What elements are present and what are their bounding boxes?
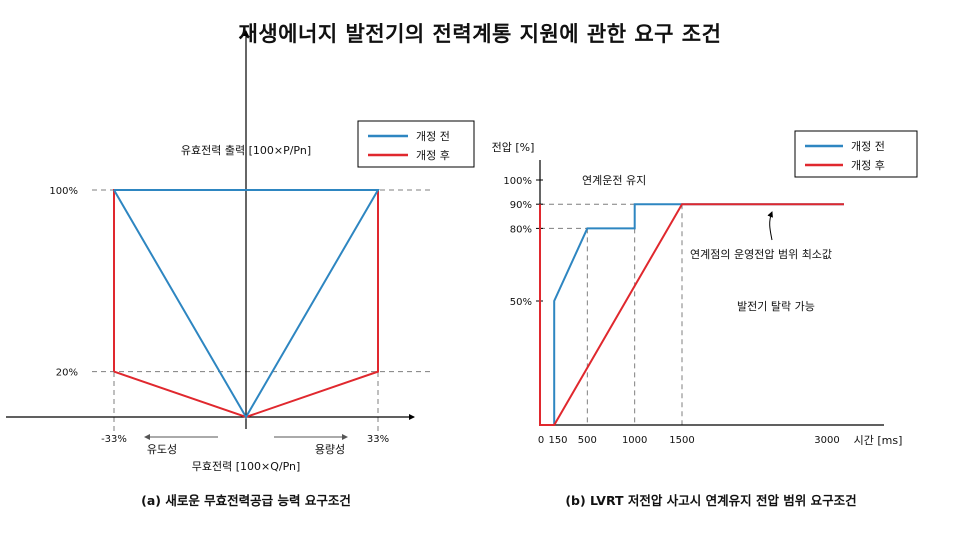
chart-b-ylabel: 전압 [%] [492, 141, 535, 154]
chart-b-series-line-before [540, 203, 844, 426]
chart-b-xtick-label: 1500 [669, 435, 694, 446]
chart-a-ylabel: 유효전력 출력 [100×P/Pn] [181, 144, 311, 157]
chart-b-axes [536, 160, 884, 426]
chart-b-caption: (b) LVRT 저전압 사고시 연계유지 전압 범위 요구조건 [565, 493, 856, 508]
page-title: 재생에너지 발전기의 전력계통 지원에 관한 요구 조건 [238, 22, 722, 46]
chart-b-xtick-label: 150 [548, 435, 567, 446]
chart-b-ytick-label: 50% [510, 297, 532, 308]
chart-a-xlabel: 무효전력 [100×Q/Pn] [192, 460, 301, 473]
chart-b-ytick-label: 80% [510, 224, 532, 235]
chart-a-ytick-label: 20% [56, 368, 78, 379]
chart-b-ytick-label: 100% [503, 176, 532, 187]
chart-a-ytick-label: 100% [49, 186, 78, 197]
chart-b-xtick-label: 3000 [814, 435, 839, 446]
chart-a-axes [6, 30, 415, 429]
chart-b-ticks: 100% 90% 80% 50% 0 150 500 1000 1500 3000 [503, 176, 839, 446]
reactive-power-chart: 100% 20% -33% 33% 유효전력 출력 [100×P/Pn] 무효전력 [… [6, 30, 475, 508]
lvrt-chart: 100%90%80%50%0 150 500 1000 1500 3000 전압 [%] … [492, 130, 918, 508]
chart-a-xtick-label: 33% [367, 434, 389, 445]
chart-a-series-line-before [113, 189, 380, 419]
chart-a-xtick-label: -33% [101, 434, 127, 445]
legend-b-label-after: 개정 후 [851, 159, 885, 172]
chart-b-xtick-label: 1000 [622, 435, 647, 446]
legend-a-label-before: 개정 전 [416, 130, 450, 143]
chart-a-x-right-label: 용량성 [315, 443, 345, 456]
chart-a-series-line-after [113, 189, 379, 419]
chart-b-legend: 개정 전 개정 후 [794, 130, 918, 178]
chart-b-xtick-label: 0 [538, 435, 544, 446]
chart-b-xtick-label: 500 [578, 435, 597, 446]
chart-b-ytick-label: 90% [510, 200, 532, 211]
chart-a-x-left-label: 유도성 [147, 443, 177, 456]
annotation-trip-possible: 발전기 탈락 가능 [737, 300, 815, 313]
chart-a-caption: (a) 새로운 무효전력공급 능력 요구조건 [141, 493, 351, 508]
chart-b-guides [540, 203, 683, 425]
chart-a-ticks: 100% 20% -33% 33% [49, 186, 389, 445]
annotation-arrow [767, 211, 773, 241]
chart-b-series-line-after [539, 203, 844, 426]
chart-a-guides [92, 189, 432, 431]
legend-a-label-after: 개정 후 [416, 149, 450, 162]
chart-b-series [539, 203, 844, 426]
legend-b-label-before: 개정 전 [851, 140, 885, 153]
chart-b-xlabel: 시간 [ms] [854, 434, 903, 447]
annotation-min-voltage: 연계점의 운영전압 범위 최소값 [690, 248, 832, 261]
chart-a-series [113, 189, 380, 419]
chart-a-legend: 개정 전 개정 후 [357, 120, 475, 168]
annotation-keep-connected: 연계운전 유지 [582, 174, 646, 187]
